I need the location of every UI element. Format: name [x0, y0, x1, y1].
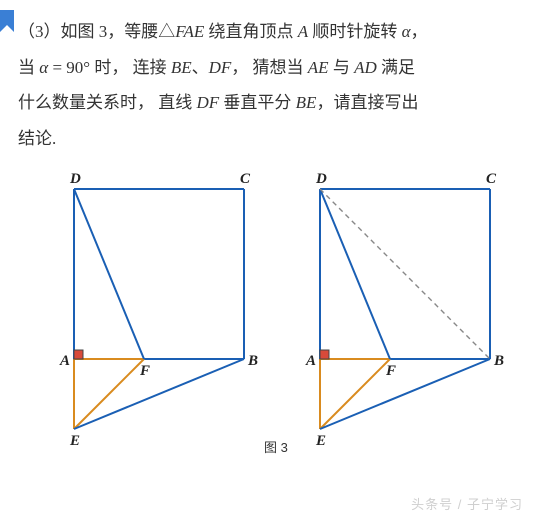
bookmark-icon: [0, 10, 14, 32]
problem-content: （3）如图 3，等腰△FAE 绕直角顶点 A 顺时针旋转 α， 当 α = 90…: [0, 0, 539, 449]
svg-text:D: D: [315, 171, 327, 187]
t2b: α: [39, 58, 48, 77]
svg-text:D: D: [69, 171, 81, 187]
t2f: DF: [209, 58, 232, 77]
t1e: 顺时针旋转: [308, 22, 402, 41]
problem-text: （3）如图 3，等腰△FAE 绕直角顶点 A 顺时针旋转 α， 当 α = 90…: [18, 14, 521, 157]
svg-text:C: C: [486, 171, 497, 187]
svg-text:E: E: [315, 433, 326, 449]
svg-text:E: E: [69, 433, 80, 449]
t4: 结论.: [18, 129, 56, 148]
figures-container: DCABFE DCABFE 图 3: [18, 169, 521, 449]
t1b: FAE: [175, 22, 204, 41]
svg-text:F: F: [139, 363, 150, 379]
t2j: AD: [354, 58, 377, 77]
t2g: ， 猜想当: [231, 58, 308, 77]
t3c: 垂直平分: [219, 93, 296, 112]
svg-text:F: F: [385, 363, 396, 379]
svg-text:A: A: [59, 353, 70, 369]
svg-text:B: B: [493, 353, 504, 369]
t3d: BE: [296, 93, 317, 112]
t2d: BE: [171, 58, 192, 77]
t1c: 绕直角顶点: [204, 22, 298, 41]
svg-text:A: A: [305, 353, 316, 369]
watermark: 头条号 / 子宁学习: [411, 494, 523, 513]
t2a: 当: [18, 58, 39, 77]
t1a: （3）如图 3，等腰△: [18, 22, 175, 41]
t1d: A: [298, 22, 308, 41]
figure-caption: 图 3: [264, 437, 288, 456]
svg-text:B: B: [247, 353, 258, 369]
t3b: DF: [197, 93, 220, 112]
t2c: = 90° 时， 连接: [48, 58, 171, 77]
t3e: ，请直接写出: [316, 93, 418, 112]
t3a: 什么数量关系时， 直线: [18, 93, 197, 112]
t1f: α: [402, 22, 411, 41]
t2k: 满足: [377, 58, 415, 77]
t2e: 、: [192, 58, 209, 77]
t1g: ，: [411, 22, 428, 41]
t2h: AE: [308, 58, 329, 77]
figure-right: D C A B F E: [300, 169, 520, 454]
svg-text:C: C: [240, 171, 251, 187]
figure-left: D C A B F E: [54, 169, 274, 454]
t2i: 与: [329, 58, 355, 77]
